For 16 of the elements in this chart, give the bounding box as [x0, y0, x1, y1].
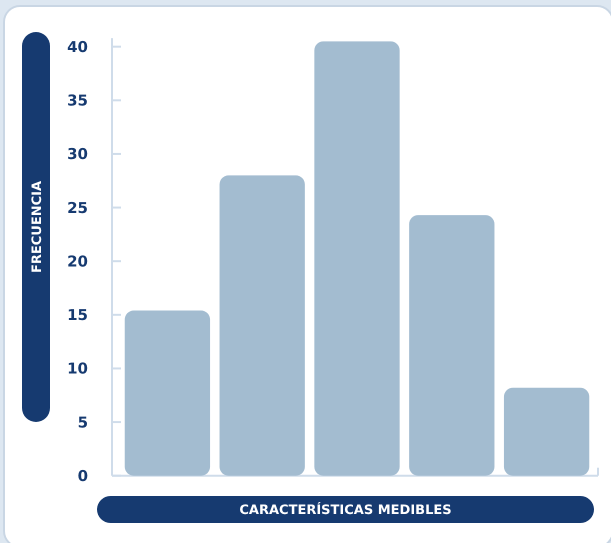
y-tick-label: 20 [67, 252, 88, 270]
y-tick-label: 0 [78, 466, 88, 485]
bar [220, 175, 305, 476]
bar [124, 310, 210, 476]
y-tick-label: 35 [67, 92, 88, 110]
bar [314, 41, 400, 476]
y-tick-label: 10 [67, 360, 88, 378]
bar [409, 215, 494, 476]
y-axis-title: FRECUENCIA [30, 180, 45, 274]
bar [504, 388, 590, 476]
y-tick-label: 30 [67, 145, 88, 164]
y-tick-label: 15 [67, 306, 88, 324]
y-tick-label: 25 [67, 198, 88, 217]
y-tick-label: 40 [67, 38, 88, 56]
y-tick-label: 5 [78, 413, 88, 432]
x-axis-title: CARACTERÍSTICAS MEDIBLES [239, 501, 452, 518]
